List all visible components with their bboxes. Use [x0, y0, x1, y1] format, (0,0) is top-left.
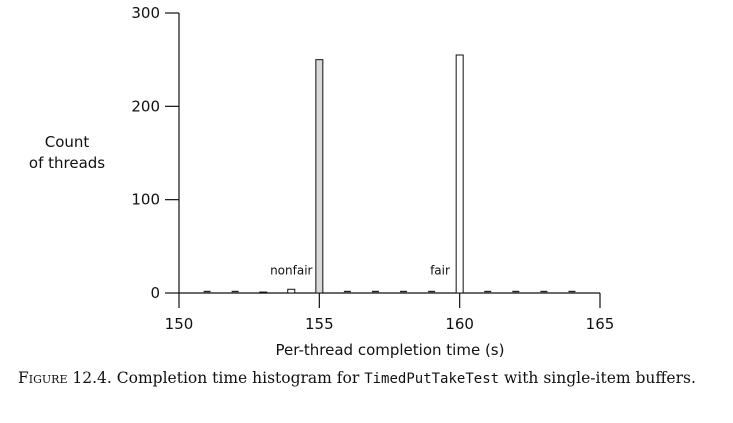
y-tick-label: 300: [131, 4, 160, 22]
histogram-chart: 0 100 200 300 150 155 160 165 nonfair fair Coun…: [29, 4, 615, 359]
y-tick-label: 100: [131, 191, 160, 209]
y-axis: 0 100 200 300: [131, 4, 180, 302]
figure-caption: Figure 12.4. Completion time histogram f…: [18, 367, 720, 390]
bar-annotation: fair: [430, 263, 450, 277]
x-axis-label: Per-thread completion time (s): [276, 341, 505, 359]
y-axis-label-line-1: Count: [45, 133, 90, 151]
bar-annotation: nonfair: [270, 263, 312, 277]
x-tick-label: 150: [165, 315, 194, 333]
bars: [259, 54, 464, 294]
y-tick-label: 200: [131, 97, 160, 115]
figure-number: Figure 12.4.: [18, 369, 112, 387]
caption-code: TimedPutTakeTest: [364, 371, 500, 387]
histogram-bar: [315, 59, 324, 294]
x-tick-label: 155: [305, 315, 334, 333]
y-axis-label-line-2: of threads: [29, 154, 105, 172]
annotations: nonfair fair: [270, 263, 450, 277]
histogram-bar: [455, 54, 464, 294]
caption-text-before: Completion time histogram for: [111, 369, 365, 387]
histogram-bar: [259, 291, 268, 294]
caption-text-after: with single-item buffers.: [499, 369, 696, 387]
x-tick-label: 165: [586, 315, 615, 333]
x-tick-label: 160: [445, 315, 474, 333]
histogram-bar: [287, 288, 296, 294]
x-axis: 150 155 160 165: [165, 292, 615, 333]
y-tick-label: 0: [150, 284, 160, 302]
